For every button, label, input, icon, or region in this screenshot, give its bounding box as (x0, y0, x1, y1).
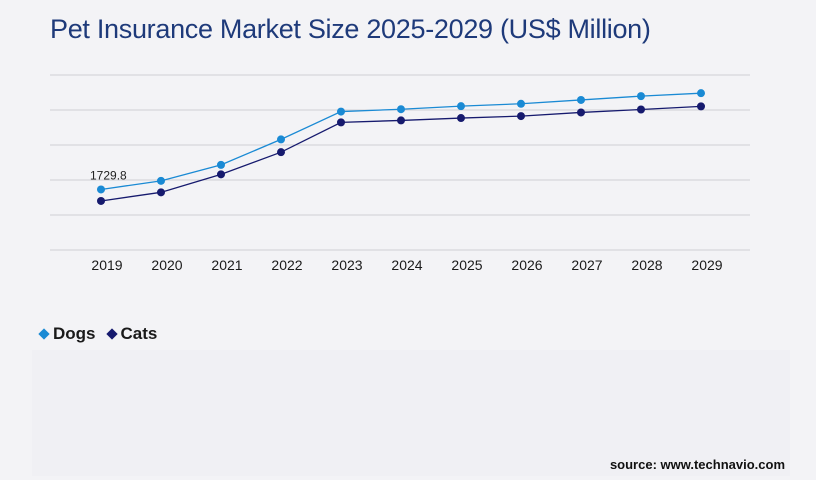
point-cats (457, 114, 465, 123)
x-tick-label: 2026 (511, 257, 542, 273)
legend-swatch-cats (105, 328, 118, 340)
x-tick-label: 2027 (571, 257, 602, 273)
gridlines (50, 74, 750, 251)
point-dogs (637, 92, 645, 101)
legend-label-cats: Cats (120, 324, 158, 343)
line-chart: 2019 2020 2021 2022 2023 2024 2025 2026 2027 2028… (50, 74, 750, 273)
x-tick-label: 2019 (91, 257, 122, 273)
point-cats (577, 108, 585, 117)
x-axis-tick-labels: 2019 2020 2021 2022 2023 2024 2025 2026 2027 2028… (91, 257, 722, 273)
series-points (97, 89, 705, 205)
point-dogs (277, 135, 285, 144)
point-cats (517, 112, 525, 121)
x-tick-label: 2023 (331, 257, 362, 273)
point-dogs (517, 99, 525, 108)
legend: Dogs Cats (38, 324, 158, 344)
legend-item-cats: Cats (105, 324, 158, 344)
point-dogs (97, 185, 105, 194)
point-dogs (577, 95, 585, 104)
point-cats (637, 105, 645, 114)
legend-label-dogs: Dogs (53, 324, 96, 343)
legend-swatch-dogs (38, 328, 50, 340)
x-tick-label: 2020 (151, 257, 182, 273)
x-tick-label: 2021 (211, 257, 242, 273)
legend-item-dogs: Dogs (38, 324, 96, 344)
point-cats (697, 102, 705, 111)
background-panel (32, 350, 790, 476)
point-dogs (457, 102, 465, 111)
x-tick-label: 2029 (691, 257, 722, 273)
point-cats (217, 170, 225, 179)
point-cats (277, 148, 285, 157)
x-tick-label: 2024 (391, 257, 422, 273)
x-tick-label: 2025 (451, 257, 482, 273)
point-dogs (217, 160, 225, 169)
chart-title: Pet Insurance Market Size 2025-2029 (US$… (50, 14, 651, 44)
x-tick-label: 2028 (631, 257, 662, 273)
data-labels: 1729.8 (90, 168, 127, 182)
point-dogs (697, 89, 705, 98)
point-dogs (337, 107, 345, 116)
data-label: 1729.8 (90, 168, 127, 182)
point-cats (397, 116, 405, 125)
point-cats (337, 118, 345, 127)
point-dogs (157, 176, 165, 185)
source-credit: source: www.technavio.com (609, 457, 785, 472)
x-tick-label: 2022 (271, 257, 302, 273)
point-dogs (397, 105, 405, 114)
point-cats (157, 188, 165, 197)
point-cats (97, 196, 105, 205)
